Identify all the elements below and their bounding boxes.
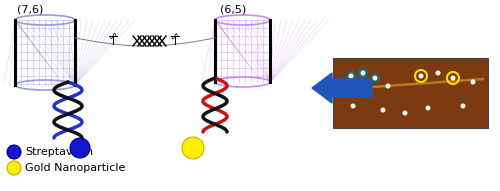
Bar bbox=[333, 58, 488, 128]
Bar bbox=[15, 20, 75, 85]
Ellipse shape bbox=[402, 111, 407, 116]
Bar bbox=[215, 20, 270, 82]
Ellipse shape bbox=[182, 137, 204, 159]
Ellipse shape bbox=[470, 79, 476, 84]
Ellipse shape bbox=[386, 83, 390, 88]
Ellipse shape bbox=[7, 161, 21, 175]
Ellipse shape bbox=[418, 74, 424, 79]
Text: (6,5): (6,5) bbox=[220, 4, 246, 14]
Ellipse shape bbox=[360, 70, 366, 75]
Ellipse shape bbox=[450, 75, 456, 80]
Ellipse shape bbox=[350, 104, 356, 108]
Ellipse shape bbox=[436, 70, 440, 75]
Text: (7,6): (7,6) bbox=[17, 4, 44, 14]
Ellipse shape bbox=[348, 74, 354, 79]
FancyArrow shape bbox=[312, 73, 372, 103]
Ellipse shape bbox=[460, 104, 466, 108]
Ellipse shape bbox=[426, 105, 430, 111]
Ellipse shape bbox=[7, 145, 21, 159]
Ellipse shape bbox=[380, 108, 386, 112]
Text: Streptavidin: Streptavidin bbox=[25, 147, 93, 157]
Ellipse shape bbox=[372, 75, 378, 80]
Ellipse shape bbox=[70, 138, 90, 158]
Text: Gold Nanoparticle: Gold Nanoparticle bbox=[25, 163, 126, 173]
